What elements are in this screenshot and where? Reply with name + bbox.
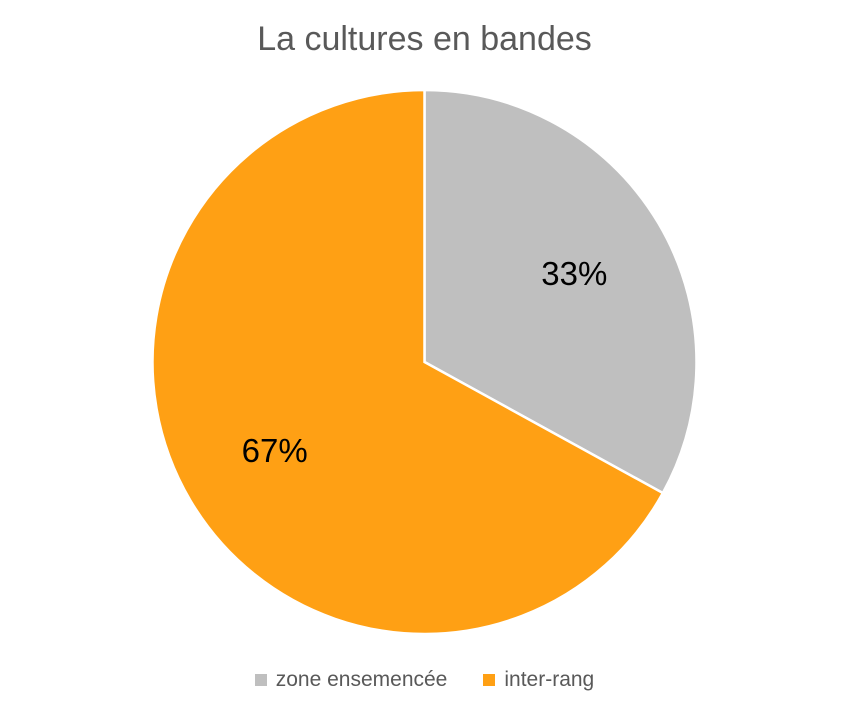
data-label-inter-rang: 67% <box>242 432 308 469</box>
chart-title: La cultures en bandes <box>257 20 592 58</box>
pie-data-labels: 33% 67% <box>242 255 608 469</box>
legend-item-zone-ensemencee: zone ensemencée <box>254 668 448 692</box>
legend: zone ensemencée inter-rang <box>0 668 849 692</box>
legend-label-inter-rang: inter-rang <box>504 668 595 691</box>
legend-swatch-inter-rang <box>483 674 496 686</box>
pie-slice-zone-ensemencee <box>423 88 698 495</box>
legend-label-zone-ensemencee: zone ensemencée <box>275 668 448 691</box>
legend-item-inter-rang: inter-rang <box>483 668 594 692</box>
pie-slices <box>151 88 698 636</box>
legend-swatch-zone-ensemencee <box>254 674 267 686</box>
pie-slice-inter-rang <box>151 88 665 636</box>
data-label-zone-ensemencee: 33% <box>541 255 607 292</box>
